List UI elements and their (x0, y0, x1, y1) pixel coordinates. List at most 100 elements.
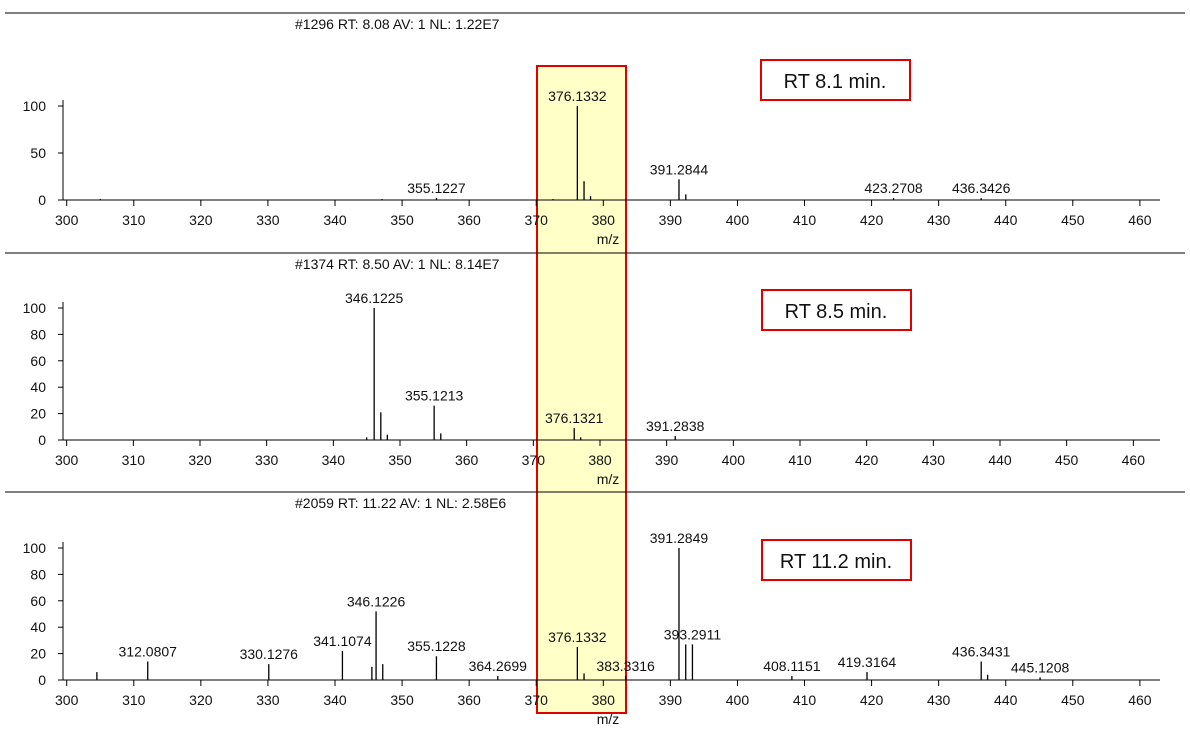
x-tick-label: 320 (189, 692, 213, 708)
x-axis-label: m/z (597, 471, 620, 487)
peak-label: 355.1228 (407, 638, 466, 654)
x-tick-label: 440 (988, 452, 1012, 468)
y-tick-label: 80 (30, 566, 46, 582)
y-tick-label: 100 (23, 98, 47, 114)
peak-label: 346.1225 (345, 290, 404, 306)
peak-label: 419.3164 (838, 654, 897, 670)
x-tick-label: 460 (1128, 212, 1152, 228)
x-tick-label: 330 (256, 692, 280, 708)
y-tick-label: 100 (23, 300, 47, 316)
x-tick-label: 310 (122, 692, 146, 708)
peak-label: 376.1321 (545, 410, 604, 426)
x-tick-label: 420 (855, 452, 879, 468)
x-tick-label: 300 (55, 212, 79, 228)
y-tick-label: 20 (30, 406, 46, 422)
y-tick-label: 0 (38, 672, 46, 688)
x-tick-label: 390 (655, 452, 679, 468)
scan-header: #1374 RT: 8.50 AV: 1 NL: 8.14E7 (295, 256, 500, 272)
x-tick-label: 410 (788, 452, 812, 468)
x-tick-label: 380 (592, 692, 616, 708)
y-tick-label: 60 (30, 353, 46, 369)
scan-header: #2059 RT: 11.22 AV: 1 NL: 2.58E6 (295, 495, 506, 511)
peak-label: 376.1332 (548, 629, 607, 645)
peak-label: 341.1074 (313, 633, 372, 649)
x-tick-label: 430 (927, 212, 951, 228)
x-tick-label: 330 (255, 452, 279, 468)
x-tick-label: 340 (323, 692, 347, 708)
peak-label: 436.3431 (952, 644, 1011, 660)
x-tick-label: 350 (390, 692, 414, 708)
x-tick-label: 320 (189, 212, 213, 228)
x-axis-label: m/z (597, 231, 620, 247)
x-axis-label: m/z (597, 711, 620, 727)
x-tick-label: 350 (390, 212, 414, 228)
annotation: RT 8.5 min. (785, 301, 888, 323)
peak-label: 436.3426 (952, 180, 1011, 196)
x-tick-label: 380 (592, 212, 616, 228)
x-tick-label: 340 (322, 452, 346, 468)
peak-label: 391.2844 (650, 161, 709, 177)
y-tick-label: 60 (30, 593, 46, 609)
peak-label: 364.2699 (469, 658, 528, 674)
x-tick-label: 390 (659, 212, 683, 228)
peak-label: 312.0807 (119, 644, 178, 660)
x-tick-label: 300 (55, 452, 79, 468)
x-tick-label: 440 (994, 212, 1018, 228)
x-tick-label: 360 (457, 692, 481, 708)
y-tick-label: 20 (30, 646, 46, 662)
x-tick-label: 460 (1128, 692, 1152, 708)
y-tick-label: 100 (23, 540, 47, 556)
x-tick-label: 400 (722, 452, 746, 468)
peak-label: 445.1208 (1011, 659, 1070, 675)
x-tick-label: 320 (188, 452, 212, 468)
y-tick-label: 50 (30, 145, 46, 161)
peak-label: 346.1226 (347, 593, 406, 609)
x-tick-label: 340 (323, 212, 347, 228)
annotation: RT 8.1 min. (784, 71, 887, 93)
annotation: RT 11.2 min. (780, 551, 892, 573)
x-tick-label: 400 (726, 212, 750, 228)
x-tick-label: 430 (927, 692, 951, 708)
x-tick-label: 460 (1122, 452, 1146, 468)
x-tick-label: 450 (1061, 692, 1085, 708)
y-tick-label: 40 (30, 619, 46, 635)
x-tick-label: 370 (522, 452, 546, 468)
x-tick-label: 380 (588, 452, 612, 468)
x-tick-label: 400 (726, 692, 750, 708)
peak-label: 330.1276 (240, 646, 299, 662)
peak-label: 391.2849 (650, 530, 709, 546)
annotation-box (761, 539, 912, 581)
x-tick-label: 330 (256, 212, 280, 228)
peak-label: 393.2911 (664, 626, 722, 642)
peak-label: 383.3316 (596, 658, 655, 674)
x-tick-label: 440 (994, 692, 1018, 708)
x-tick-label: 410 (793, 692, 817, 708)
x-tick-label: 310 (122, 452, 146, 468)
peak-label: 408.1151 (763, 658, 821, 674)
y-tick-label: 0 (38, 432, 46, 448)
peak-label: 355.1227 (407, 180, 466, 196)
annotation-box (761, 289, 912, 331)
x-tick-label: 300 (55, 692, 79, 708)
peak-label: 423.2708 (864, 180, 923, 196)
x-tick-label: 430 (922, 452, 946, 468)
x-tick-label: 360 (455, 452, 479, 468)
peak-label: 355.1213 (405, 388, 464, 404)
x-tick-label: 450 (1061, 212, 1085, 228)
x-tick-label: 450 (1055, 452, 1079, 468)
peak-label: 376.1332 (548, 88, 607, 104)
x-tick-label: 410 (793, 212, 817, 228)
y-tick-label: 0 (38, 192, 46, 208)
y-tick-label: 80 (30, 326, 46, 342)
scan-header: #1296 RT: 8.08 AV: 1 NL: 1.22E7 (295, 16, 500, 32)
highlight-band (536, 65, 627, 714)
x-tick-label: 370 (525, 692, 549, 708)
x-tick-label: 360 (457, 212, 481, 228)
peak-label: 391.2838 (646, 418, 705, 434)
x-tick-label: 310 (122, 212, 146, 228)
x-tick-label: 370 (525, 212, 549, 228)
x-tick-label: 420 (860, 692, 884, 708)
x-tick-label: 350 (388, 452, 412, 468)
y-tick-label: 40 (30, 379, 46, 395)
